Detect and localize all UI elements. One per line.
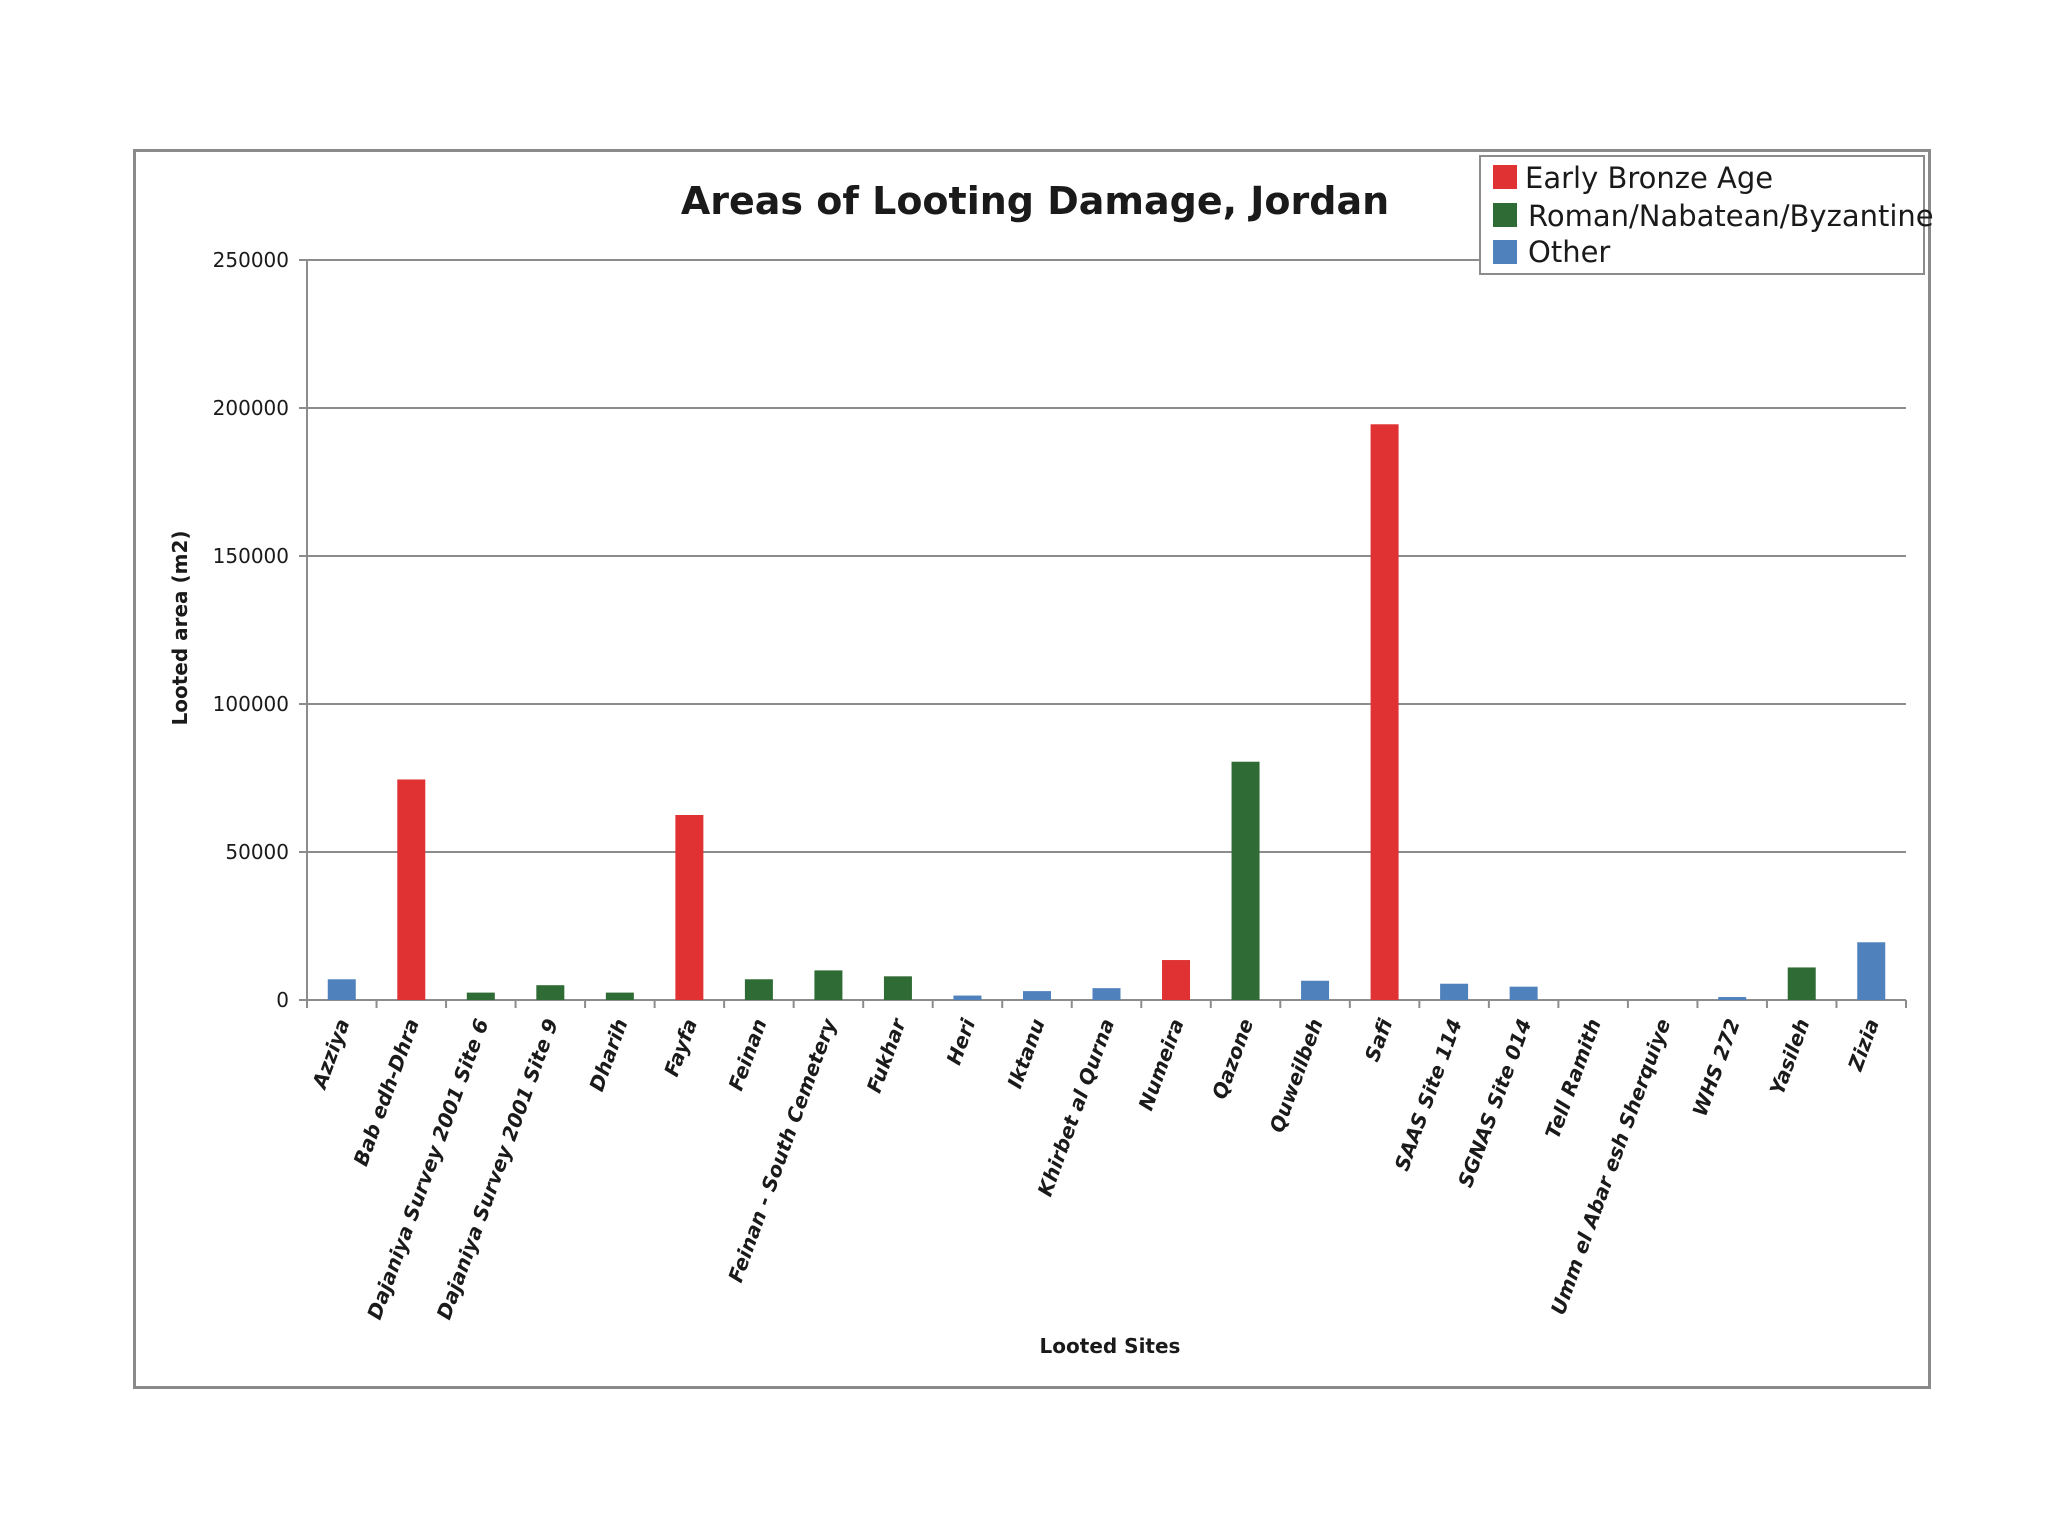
- x-tick-label: Yasileh: [1765, 1016, 1815, 1098]
- bar-qazone: [1231, 761, 1260, 1000]
- legend-swatch-other: [1493, 240, 1517, 264]
- x-tick-label: Feinan: [724, 1016, 772, 1094]
- bar-numeira: [1162, 960, 1191, 1000]
- x-tick-label: Heri: [942, 1014, 981, 1067]
- chart-frame: [133, 149, 1931, 1389]
- bar-feinan-south-cemetery: [814, 970, 843, 1000]
- legend: Early Bronze Age Roman/Nabatean/Byzantin…: [1479, 155, 1934, 275]
- y-tick-label: 150000: [213, 544, 289, 568]
- bar-yasileh: [1787, 967, 1816, 1000]
- gridlines: [299, 259, 1907, 1008]
- bar-dajaniya-survey-2001-site-6: [466, 992, 495, 1000]
- y-axis-title: Looted area (m2): [168, 530, 192, 725]
- x-tick-label: Qazone: [1207, 1016, 1258, 1103]
- x-tick-label: Numeira: [1133, 1016, 1188, 1114]
- x-tick-label: SGNAS Site 014: [1453, 1016, 1536, 1191]
- bar-fayfa: [675, 815, 704, 1000]
- x-tick-label: Dajaniya Survey 2001 Site 6: [362, 1015, 493, 1322]
- x-tick-label: Iktanu: [1002, 1016, 1049, 1092]
- bar-heri: [953, 995, 982, 1000]
- x-tick-label: Zizia: [1843, 1016, 1884, 1075]
- legend-swatch-early-bronze-age: [1493, 165, 1517, 189]
- axes: [306, 260, 1906, 1001]
- bar-sgnas-site-014: [1509, 986, 1538, 1000]
- y-tick-label: 50000: [225, 840, 289, 864]
- x-tick-label: Azziya: [307, 1016, 355, 1094]
- bar-feinan: [744, 979, 773, 1000]
- x-tick-label: Dharih: [584, 1016, 632, 1095]
- x-tick-label: Khirbet al Qurna: [1033, 1016, 1120, 1200]
- x-tick-label: Safi: [1360, 1015, 1398, 1064]
- bar-safi: [1370, 424, 1399, 1000]
- legend-swatch-roman-nabatean-byzantine: [1493, 203, 1517, 227]
- bar-whs-272: [1718, 997, 1747, 1000]
- chart-title: Areas of Looting Damage, Jordan: [681, 179, 1389, 223]
- bar-zizia: [1857, 942, 1886, 1000]
- bar-quweilbeh: [1301, 980, 1330, 1000]
- x-tick-label: Bab edh-Dhra: [349, 1016, 424, 1170]
- bar-fukhar: [883, 976, 912, 1000]
- x-tick-label: Quweilbeh: [1264, 1016, 1327, 1136]
- y-tick-label: 250000: [213, 248, 289, 272]
- legend-label-early-bronze-age: Early Bronze Age: [1525, 161, 1773, 195]
- bar-dajaniya-survey-2001-site-9: [536, 985, 565, 1000]
- x-tick-label: Umm el Abar esh Sherquiye: [1546, 1016, 1676, 1318]
- bars: [327, 424, 1886, 1000]
- x-tick-label: WHS 272: [1687, 1016, 1744, 1120]
- bar-dharih: [605, 992, 634, 1000]
- x-axis-title: Looted Sites: [1040, 1334, 1181, 1358]
- bar-azziya: [327, 979, 356, 1000]
- y-tick-label: 200000: [213, 396, 289, 420]
- y-tick-labels: 0 50000 100000 150000 200000 250000: [213, 248, 289, 1012]
- x-tick-label: Dajaniya Survey 2001 Site 9: [432, 1015, 563, 1322]
- legend-label-other: Other: [1528, 235, 1610, 269]
- x-tick-label: SAAS Site 114: [1390, 1016, 1467, 1174]
- legend-box: [1479, 155, 1925, 275]
- legend-label-roman-nabatean-byzantine: Roman/Nabatean/Byzantine: [1528, 199, 1934, 233]
- bar-saas-site-114: [1440, 983, 1469, 1000]
- x-tick-label: Tell Ramith: [1540, 1016, 1606, 1142]
- y-tick-label: 0: [276, 988, 289, 1012]
- bar-khirbet-al-qurna: [1092, 988, 1121, 1000]
- x-tick-label: Fayfa: [659, 1016, 702, 1080]
- bar-iktanu: [1022, 991, 1051, 1000]
- bar-bab-edh-dhra: [397, 779, 426, 1000]
- x-tick-label: Fukhar: [862, 1014, 911, 1096]
- y-tick-label: 100000: [213, 692, 289, 716]
